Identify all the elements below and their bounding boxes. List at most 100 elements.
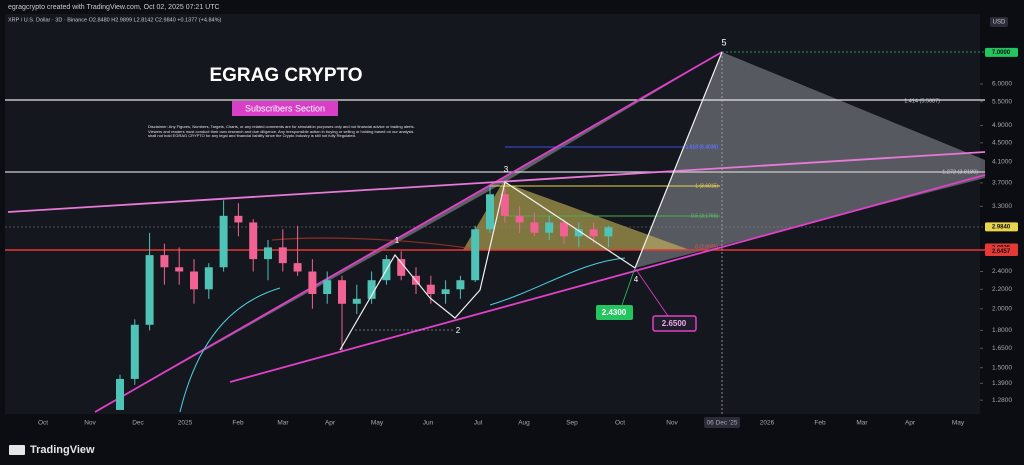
y-axis: 6.0000 5.5000 4.9000 4.5000 4.1000 3.7000 3.30… [980,47,1018,404]
target-link [621,267,636,306]
x-tick-label: Mar [856,420,868,427]
candle-body [589,229,598,237]
x-axis: Oct Nov Dec 2025 Feb Mar Apr May Jun Jul Aug Sep Oct… [38,417,965,428]
trend-line [94,51,723,413]
price-tag [985,247,1018,257]
date-highlight [704,417,740,428]
candle-body [338,280,346,304]
x-tick-label: Oct [615,420,625,427]
candle-body [130,324,139,379]
x-tick-label: 06 Dec '25 [707,420,738,427]
candle-body [441,289,450,295]
brand: TradingView [30,444,95,456]
candle-body [293,263,302,272]
y-tick-label: 5.5000 [992,98,1012,105]
y-tick-label: 1.5000 [992,364,1012,371]
trend-line [229,174,986,383]
x-tick-label: Jul [474,420,483,427]
drawings [5,51,986,414]
y-tick-label: 2.0000 [992,306,1012,313]
level-label: 1.414 (5.5687) [904,98,940,104]
candle-body [574,229,583,237]
y-tick-label: 3.3000 [992,203,1012,210]
candle-body [308,271,317,295]
candle-body [116,378,124,410]
trend-line [7,151,986,213]
candle-body [515,215,524,223]
wave-label: 2 [456,326,461,335]
x-tick-label: May [952,420,965,427]
candle-body [264,247,272,260]
target-box [596,305,633,320]
wave-label: 1 [395,236,400,245]
candle-body [278,247,287,264]
x-tick-label: Feb [232,420,244,427]
candle-body [367,280,376,299]
currency: USD [993,20,1006,26]
candle-body [352,298,361,304]
candle-body [219,215,228,268]
y-tick-label: 2.4000 [992,268,1012,275]
x-tick-label: Apr [905,420,916,427]
level-label: 1.272 (3.9180) [942,169,978,175]
candle-body [249,222,258,260]
wave-label: 3 [504,165,509,174]
footer [0,438,1024,465]
candle-body [160,255,169,268]
candle-body [530,222,539,233]
candle-body [471,229,480,281]
x-tick-label: Feb [814,420,826,427]
x-tick-label: Sep [566,420,578,427]
price-tag-label: 2.9840 [992,224,1011,230]
currency-box [990,17,1008,27]
x-tick-label: Apr [325,420,336,427]
candle-body [323,280,332,295]
level-label: 1 (3.6915) [695,183,718,189]
candle-body [426,284,435,295]
symbol-line: XRP / U.S. Dollar · 3D · Binance O2.8480… [8,17,221,23]
x-tick-label: Dec [132,420,144,427]
candle-body [545,222,554,233]
price-tag [985,47,1018,57]
wave-label: 4 [634,275,639,284]
x-tick-label: Nov [84,420,96,427]
x-tick-label: 2026 [760,420,775,427]
x-tick-label: Nov [666,420,678,427]
disclaimer-box: Disclaimer: Any Figures, Numbers, Target… [148,125,415,138]
wedge-right [635,52,985,268]
wave-label: 5 [721,37,726,47]
price-tag-label: 2.6457 [992,249,1011,255]
moving-average [179,257,626,413]
wave [339,51,723,351]
y-tick-label: 6.0000 [992,81,1012,88]
level-label: 1.618 (6.4036) [685,144,718,150]
y-tick-label: 1.3900 [992,380,1012,387]
candle-body [397,259,406,276]
candle-body [486,194,494,230]
y-tick-label: 1.8000 [992,327,1012,334]
level-label: 0 (2.6925) [695,244,718,250]
candle-body [190,271,198,290]
target-box [652,315,697,332]
target-label: 2.6500 [662,319,687,328]
subtitle: Subscribers Section [245,103,325,113]
wave-path [339,51,723,351]
header: egragcrypto created with TradingView.com… [8,4,220,11]
brand-logo [9,445,25,455]
title: EGRAG CRYPTO [209,65,362,86]
y-tick-label: 4.1000 [992,159,1012,166]
x-tick-label: Jun [423,420,434,427]
y-tick-label: 4.9000 [992,122,1012,129]
x-tick-label: Oct [38,420,48,427]
price-tag [985,222,1018,232]
y-tick-label: 1.6500 [992,345,1012,352]
y-tick-label: 2.2000 [992,286,1012,293]
candle-body [175,267,184,272]
x-tick-label: 2025 [178,420,193,427]
candle-body [204,267,213,290]
candle-body [500,194,509,216]
candle-body [604,227,613,237]
price-tag-label: 7.0000 [992,50,1011,56]
candle-body [456,280,465,290]
